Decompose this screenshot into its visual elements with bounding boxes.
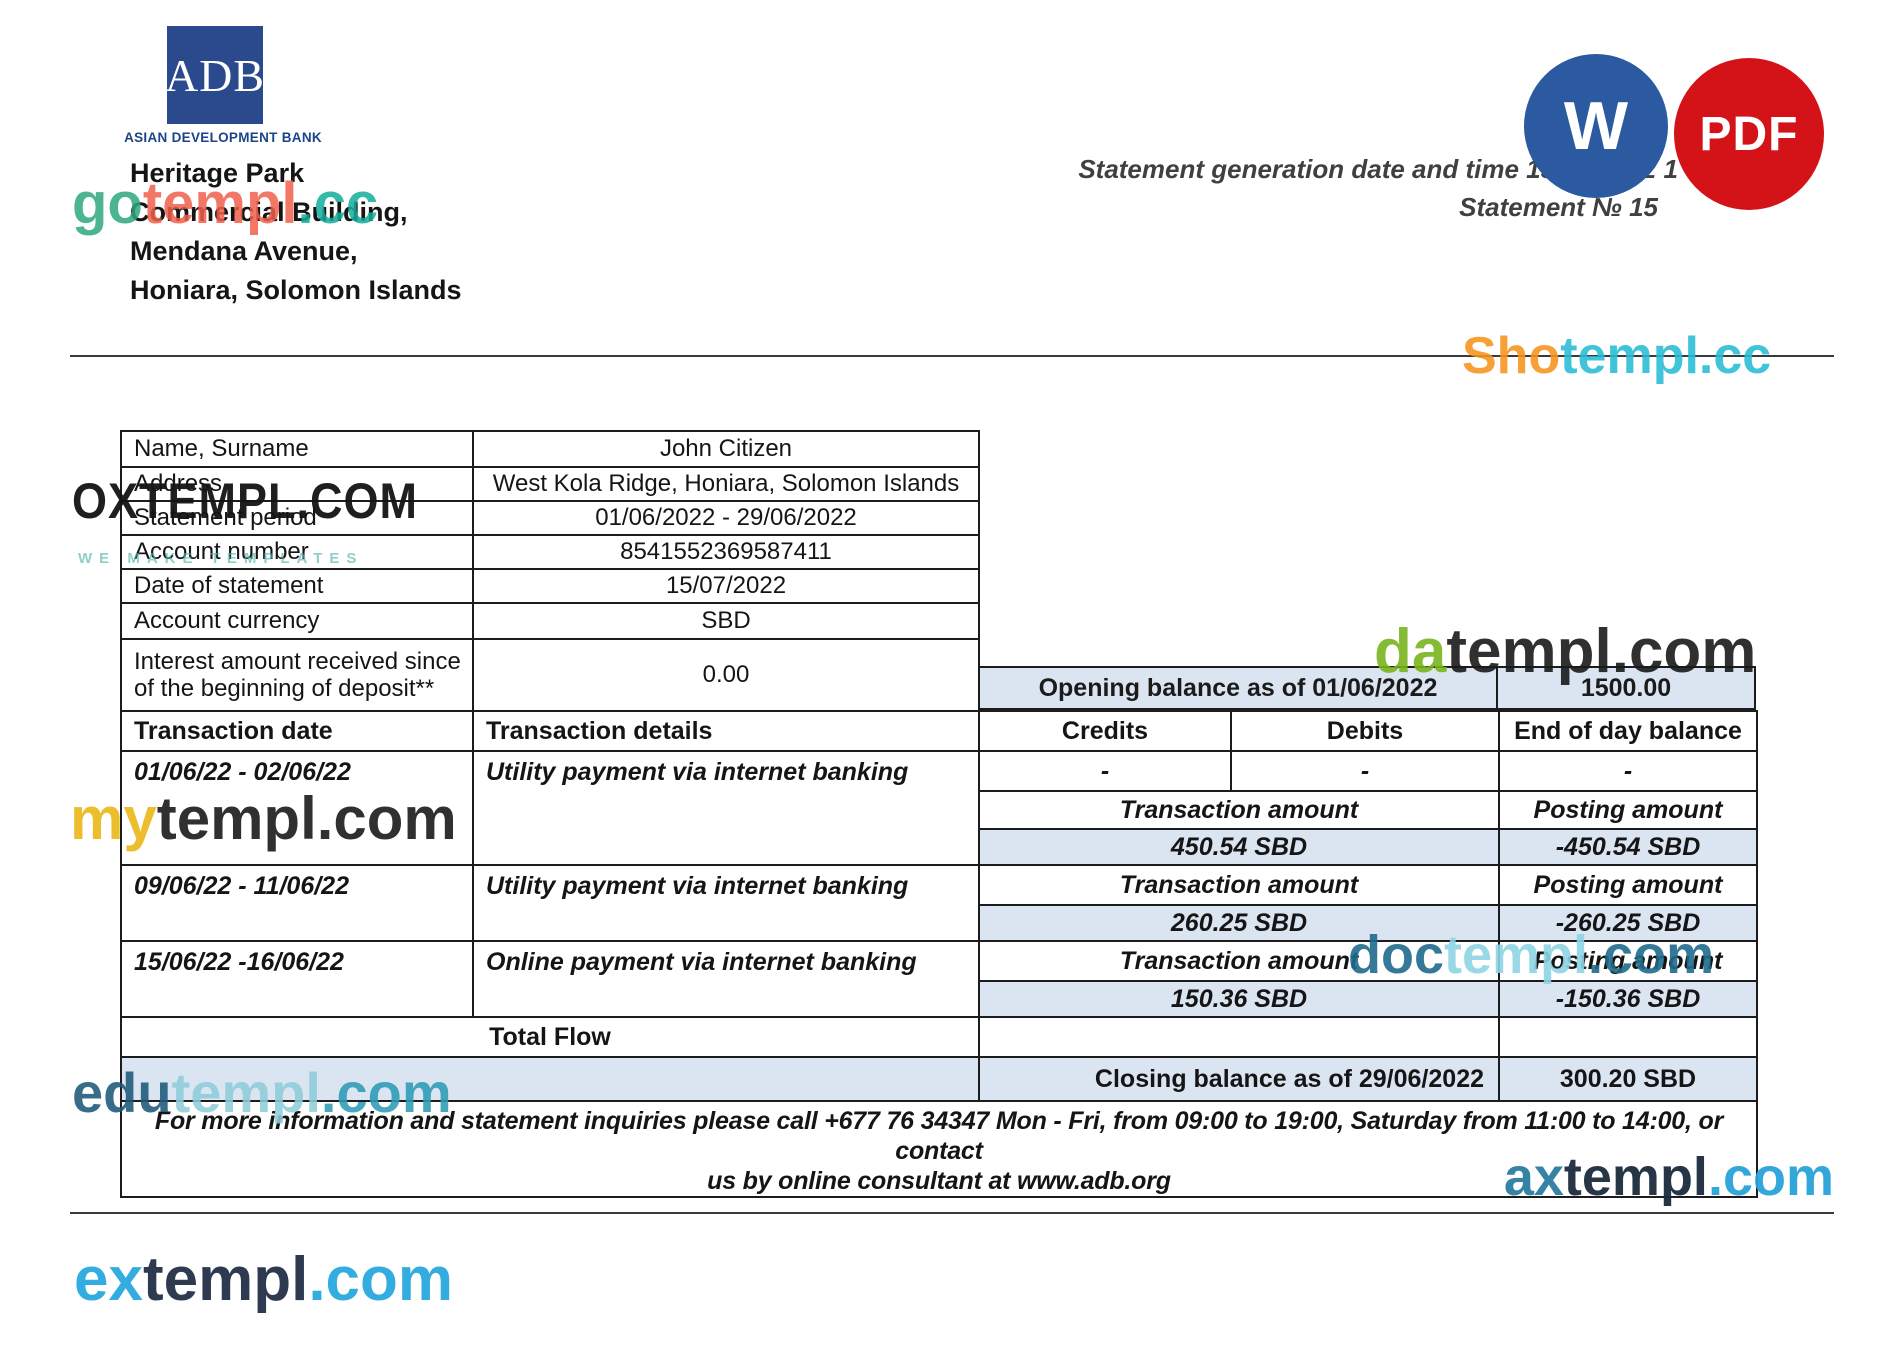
opening-balance-row: Opening balance as of 01/06/2022 1500.00 xyxy=(978,666,1756,710)
info-label-account-currency: Account currency xyxy=(120,602,474,640)
word-file-icon[interactable]: W xyxy=(1524,54,1668,198)
info-label-interest: Interest amount received since of the be… xyxy=(120,638,474,712)
column-header-transaction-details: Transaction details xyxy=(472,710,980,752)
info-label-address: Address xyxy=(120,466,474,502)
statement-footer-note: For more information and statement inqui… xyxy=(120,1100,1758,1198)
transaction-amount-value: 150.36 SBD xyxy=(978,980,1500,1018)
info-label-account-number: Account number xyxy=(120,534,474,570)
transaction-details: Utility payment via internet banking xyxy=(472,750,980,866)
info-value-name: John Citizen xyxy=(472,430,980,468)
watermark-segment: templ xyxy=(142,1245,309,1314)
posting-amount-value: -450.54 SBD xyxy=(1498,828,1758,866)
transaction-amount-label: Transaction amount xyxy=(978,790,1500,830)
closing-balance-label: Closing balance as of 29/06/2022 xyxy=(978,1056,1500,1102)
header-divider xyxy=(70,355,1834,357)
opening-balance-label: Opening balance as of 01/06/2022 xyxy=(980,668,1498,708)
info-value-interest: 0.00 xyxy=(472,638,980,712)
info-value-statement-period: 01/06/2022 - 29/06/2022 xyxy=(472,500,980,536)
bank-address: Heritage Park Commercial Building, Menda… xyxy=(130,154,462,310)
transaction-amount-value: 260.25 SBD xyxy=(978,904,1500,942)
statement-number-line: Statement № 15 xyxy=(1459,192,1658,222)
transaction-amount-label: Transaction amount xyxy=(978,940,1500,982)
transaction-details: Utility payment via internet banking xyxy=(472,864,980,942)
watermark-extempl: extempl.com xyxy=(74,1244,453,1315)
transaction-amount-value: 450.54 SBD xyxy=(978,828,1500,866)
posting-amount-label: Posting amount xyxy=(1498,940,1758,982)
bank-address-line: Mendana Avenue, xyxy=(130,236,358,266)
total-flow-label: Total Flow xyxy=(120,1016,980,1058)
bank-address-line: Commercial Building, xyxy=(130,197,408,227)
watermark-segment: .com xyxy=(308,1245,454,1314)
adb-logo-text: ADB xyxy=(164,49,266,101)
closing-balance-value: 300.20 SBD xyxy=(1498,1056,1758,1102)
empty-cell xyxy=(120,1056,980,1102)
footer-divider xyxy=(70,1212,1834,1214)
pdf-file-icon[interactable]: PDF xyxy=(1674,58,1824,210)
info-value-address: West Kola Ridge, Honiara, Solomon Island… xyxy=(472,466,980,502)
column-header-end-of-day-balance: End of day balance xyxy=(1498,710,1758,752)
transactions-table: Transaction date Transaction details Cre… xyxy=(120,710,1758,1198)
column-header-credits: Credits xyxy=(978,710,1232,752)
adb-logo: ADB xyxy=(164,26,266,124)
adb-logo-caption: ASIAN DEVELOPMENT BANK xyxy=(124,130,322,145)
transaction-end-balance: - xyxy=(1498,750,1758,792)
info-label-statement-period: Statement period xyxy=(120,500,474,536)
posting-amount-value: -260.25 SBD xyxy=(1498,904,1758,942)
footer-note-line-1: For more information and statement inqui… xyxy=(154,1107,1724,1165)
empty-cell xyxy=(978,1016,1500,1058)
posting-amount-label: Posting amount xyxy=(1498,790,1758,830)
bank-address-line: Honiara, Solomon Islands xyxy=(130,275,462,305)
info-label-name: Name, Surname xyxy=(120,430,474,468)
posting-amount-label: Posting amount xyxy=(1498,864,1758,906)
transaction-date: 01/06/22 - 02/06/22 xyxy=(120,750,474,866)
watermark-segment: ex xyxy=(74,1245,143,1314)
info-value-date-of-statement: 15/07/2022 xyxy=(472,568,980,604)
transaction-date: 09/06/22 - 11/06/22 xyxy=(120,864,474,942)
account-info-table: Name, Surname John Citizen Address West … xyxy=(120,430,980,712)
transaction-debits: - xyxy=(1230,750,1500,792)
transaction-amount-label: Transaction amount xyxy=(978,864,1500,906)
word-file-icon-label: W xyxy=(1563,88,1629,164)
column-header-debits: Debits xyxy=(1230,710,1500,752)
info-label-date-of-statement: Date of statement xyxy=(120,568,474,604)
info-value-account-currency: SBD xyxy=(472,602,980,640)
transaction-credits: - xyxy=(978,750,1232,792)
opening-balance-value: 1500.00 xyxy=(1580,673,1672,702)
posting-amount-value: -150.36 SBD xyxy=(1498,980,1758,1018)
transaction-date: 15/06/22 -16/06/22 xyxy=(120,940,474,1018)
transaction-details: Online payment via internet banking xyxy=(472,940,980,1018)
empty-cell xyxy=(1498,1016,1758,1058)
info-value-account-number: 8541552369587411 xyxy=(472,534,980,570)
pdf-file-icon-label: PDF xyxy=(1699,107,1799,161)
footer-note-line-2: us by online consultant at www.adb.org xyxy=(707,1167,1171,1195)
bank-address-line: Heritage Park xyxy=(130,158,305,188)
column-header-transaction-date: Transaction date xyxy=(120,710,474,752)
